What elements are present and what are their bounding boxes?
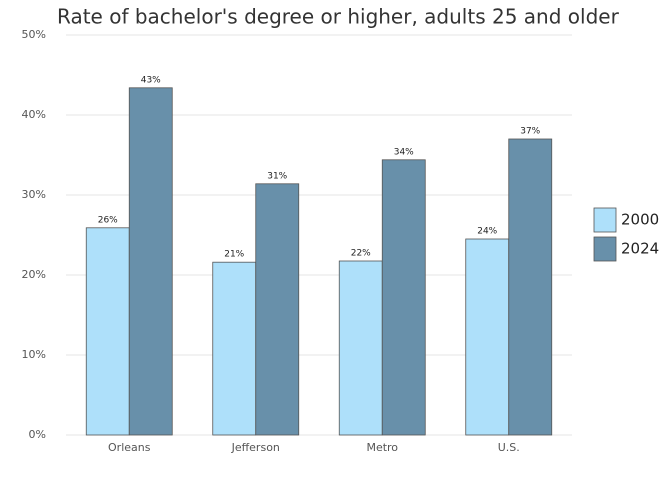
y-tick-label: 30%: [22, 188, 46, 201]
value-label: 37%: [520, 127, 540, 137]
bar: [212, 261, 257, 436]
value-label: 22%: [351, 249, 371, 259]
bar: [508, 138, 553, 436]
bar: [255, 183, 300, 436]
bar: [128, 87, 173, 436]
bar: [381, 159, 426, 436]
value-label: 26%: [98, 215, 118, 225]
legend-label: 2000: [621, 211, 659, 229]
bar: [465, 238, 510, 436]
legend-swatch: [593, 207, 617, 233]
x-tick-label: Orleans: [108, 441, 151, 454]
legend-label: 2024: [621, 240, 659, 258]
value-label: 21%: [224, 250, 244, 260]
bar: [85, 227, 130, 436]
value-label: 34%: [394, 147, 414, 157]
bar: [338, 260, 383, 436]
y-tick-label: 20%: [22, 268, 46, 281]
x-tick-label: Jefferson: [231, 441, 280, 454]
y-tick-label: 40%: [22, 108, 46, 121]
value-label: 31%: [267, 171, 287, 181]
x-tick-label: U.S.: [498, 441, 520, 454]
y-tick-label: 10%: [22, 348, 46, 361]
y-tick-label: 50%: [22, 28, 46, 41]
legend-swatch: [593, 236, 617, 262]
chart-title: Rate of bachelor's degree or higher, adu…: [57, 5, 620, 29]
y-tick-label: 0%: [29, 428, 46, 441]
value-label: 43%: [141, 75, 161, 85]
x-tick-label: Metro: [366, 441, 398, 454]
value-label: 24%: [477, 227, 497, 237]
